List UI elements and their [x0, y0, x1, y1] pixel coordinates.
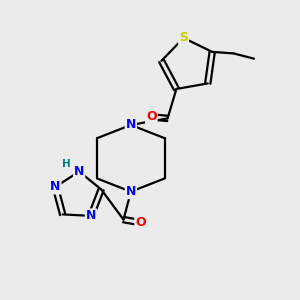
Text: O: O [135, 216, 146, 229]
Text: S: S [179, 32, 188, 44]
Text: N: N [74, 165, 84, 178]
Text: H: H [62, 159, 71, 169]
Text: N: N [126, 185, 136, 198]
Text: N: N [86, 209, 96, 222]
Text: N: N [50, 181, 61, 194]
Text: N: N [126, 118, 136, 131]
Text: O: O [146, 110, 157, 123]
